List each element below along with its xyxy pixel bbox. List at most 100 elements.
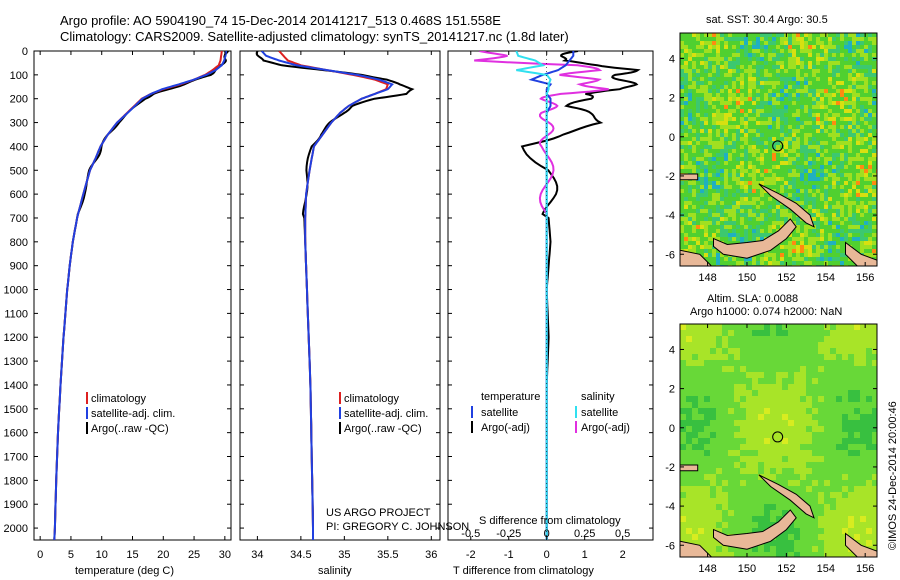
sst-cell	[856, 133, 860, 137]
sst-cell	[792, 249, 796, 253]
sst-cell	[740, 145, 744, 149]
sst-cell	[864, 101, 868, 105]
depth-tick-label: 1500	[4, 404, 28, 416]
sst-cell	[784, 173, 788, 177]
sst-cell	[756, 77, 760, 81]
sla-cell	[728, 342, 734, 348]
sst-cell	[824, 197, 828, 201]
sst-cell	[720, 229, 724, 233]
sla-cell	[860, 480, 866, 486]
sst-cell	[868, 61, 872, 65]
sst-cell	[780, 153, 784, 157]
sst-cell	[704, 141, 708, 145]
sla-cell	[728, 462, 734, 468]
sst-cell	[688, 109, 692, 113]
sst-cell	[852, 113, 856, 117]
sla-cell	[800, 432, 806, 438]
sst-cell	[704, 145, 708, 149]
sla-cell	[716, 414, 722, 420]
sst-cell	[812, 41, 816, 45]
sst-cell	[684, 89, 688, 93]
sla-cell	[776, 540, 782, 546]
sla-cell	[680, 408, 686, 414]
sst-cell	[768, 33, 772, 37]
sst-cell	[716, 121, 720, 125]
sla-cell	[860, 426, 866, 432]
sst-cell	[868, 73, 872, 77]
sla-cell	[734, 378, 740, 384]
sla-cell	[698, 384, 704, 390]
sst-cell	[820, 221, 824, 225]
sla-cell	[824, 402, 830, 408]
sla-cell	[806, 348, 812, 354]
sst-cell	[740, 81, 744, 85]
sst-cell	[848, 117, 852, 121]
sst-cell	[720, 221, 724, 225]
sla-cell	[800, 390, 806, 396]
sla-cell	[812, 426, 818, 432]
sla-cell	[686, 534, 692, 540]
sla-cell	[788, 450, 794, 456]
sst-cell	[692, 109, 696, 113]
sst-cell	[812, 221, 816, 225]
sst-cell	[692, 145, 696, 149]
sst-cell	[868, 69, 872, 73]
sst-cell	[724, 73, 728, 77]
sst-cell	[728, 85, 732, 89]
sst-cell	[740, 205, 744, 209]
sla-cell	[866, 486, 872, 492]
sst-cell	[868, 129, 872, 133]
sst-cell	[724, 205, 728, 209]
sst-cell	[792, 153, 796, 157]
sst-cell	[816, 77, 820, 81]
sla-cell	[866, 354, 872, 360]
sst-cell	[692, 149, 696, 153]
sla-cell	[782, 540, 788, 546]
sst-cell	[816, 53, 820, 57]
sla-cell	[806, 474, 812, 480]
sla-cell	[764, 546, 770, 552]
sst-cell	[848, 49, 852, 53]
sst-cell	[780, 217, 784, 221]
sst-cell	[724, 213, 728, 217]
sst-cell	[836, 161, 840, 165]
sst-cell	[760, 173, 764, 177]
sst-cell	[712, 85, 716, 89]
sst-cell	[796, 217, 800, 221]
sst-cell	[756, 153, 760, 157]
sst-cell	[704, 93, 708, 97]
sst-cell	[768, 145, 772, 149]
sst-cell	[832, 133, 836, 137]
sla-cell	[830, 522, 836, 528]
sst-cell	[744, 117, 748, 121]
sst-cell	[752, 217, 756, 221]
sst-cell	[764, 197, 768, 201]
sst-cell	[700, 61, 704, 65]
sst-cell	[736, 121, 740, 125]
sst-cell	[872, 89, 876, 93]
sla-cell	[812, 372, 818, 378]
sst-cell	[756, 165, 760, 169]
sst-cell	[872, 85, 876, 89]
sst-cell	[780, 133, 784, 137]
sst-cell	[852, 229, 856, 233]
sst-cell	[832, 249, 836, 253]
sst-cell	[860, 229, 864, 233]
sst-cell	[696, 133, 700, 137]
sst-cell	[844, 193, 848, 197]
sla-cell	[860, 378, 866, 384]
sst-cell	[748, 225, 752, 229]
sst-cell	[832, 113, 836, 117]
sla-cell	[740, 450, 746, 456]
sst-cell	[860, 181, 864, 185]
sst-cell	[744, 141, 748, 145]
sla-cell	[872, 528, 877, 534]
sla-cell	[794, 438, 800, 444]
sla-cell	[788, 402, 794, 408]
sla-cell	[740, 432, 746, 438]
sst-cell	[688, 57, 692, 61]
sst-cell	[680, 153, 684, 157]
sla-cell	[842, 420, 848, 426]
sst-cell	[856, 137, 860, 141]
sst-cell	[848, 101, 852, 105]
